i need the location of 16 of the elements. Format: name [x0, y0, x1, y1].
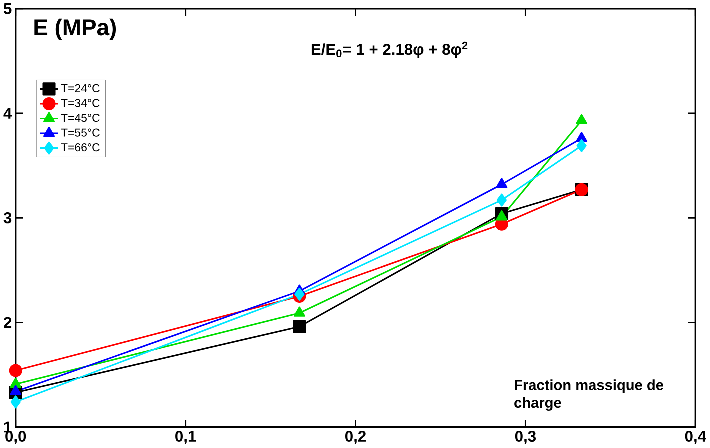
- y-tick-label: 2: [4, 317, 12, 328]
- legend-label: T=66°C: [61, 144, 100, 152]
- legend-label: T=45°C: [61, 114, 100, 122]
- x-tick-label: 0,4: [685, 431, 706, 444]
- y-tick-label: 4: [4, 108, 12, 120]
- annotation: E/E$_{0}$= 1 + 2.18φ + 8φ$^{2}$: [312, 42, 468, 58]
- y-tick-label: 5: [4, 4, 12, 14]
- y-axis-title: E (MPa): [34, 18, 116, 40]
- x-tick-label: 0,1: [176, 431, 196, 444]
- x-axis-title: Fraction massique de charge: [514, 380, 664, 412]
- y-tick-label: 3: [4, 212, 12, 224]
- legend-label: T=34°C: [61, 99, 100, 108]
- legend-label: T=55°C: [61, 128, 100, 137]
- legend-label: T=24°C: [61, 84, 100, 93]
- x-tick-label: 0,2: [346, 431, 366, 444]
- x-tick-label: 0,3: [515, 431, 536, 444]
